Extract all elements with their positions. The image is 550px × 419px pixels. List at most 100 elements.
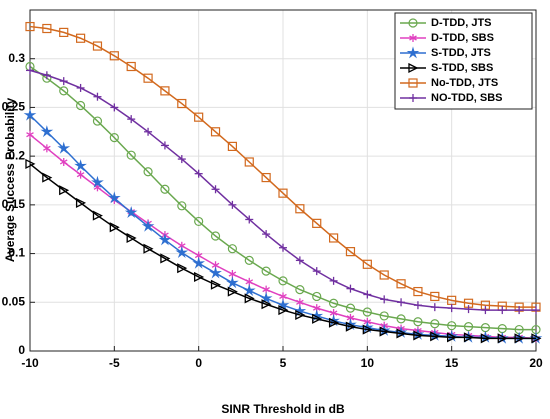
marker [59, 27, 69, 38]
marker [25, 21, 35, 32]
marker [227, 286, 238, 297]
marker [413, 286, 423, 297]
marker [362, 307, 372, 317]
marker [57, 141, 71, 154]
x-axis-label: SINR Threshold in dB [221, 402, 345, 416]
marker [177, 98, 187, 109]
marker [409, 94, 417, 102]
marker [480, 333, 491, 344]
legend-label: No-TDD, JTS [431, 77, 498, 89]
marker [42, 71, 51, 80]
marker [363, 290, 372, 299]
marker-stroke [279, 293, 287, 300]
marker [413, 317, 423, 327]
x-tick-label: -5 [109, 356, 120, 370]
marker [447, 332, 458, 343]
marker-stroke [312, 305, 321, 311]
y-tick-label: 0.2 [8, 148, 25, 162]
marker [23, 108, 37, 121]
y-tick-label: 0.1 [8, 246, 25, 260]
legend-label: S-TDD, SBS [431, 62, 493, 74]
marker [143, 167, 153, 177]
marker [244, 255, 254, 265]
marker [76, 83, 85, 92]
marker [295, 309, 306, 321]
marker [42, 172, 53, 183]
marker [194, 112, 204, 122]
marker [379, 311, 389, 321]
marker [379, 326, 390, 337]
marker-stroke [43, 145, 51, 151]
marker [261, 172, 271, 183]
marker-stroke [194, 252, 203, 259]
marker [40, 125, 54, 138]
marker [175, 245, 189, 258]
marker [531, 333, 542, 344]
marker [406, 46, 420, 59]
marker [59, 185, 70, 196]
marker [42, 23, 52, 34]
marker [194, 216, 204, 227]
marker [160, 184, 170, 194]
marker [408, 78, 418, 88]
marker [59, 86, 69, 96]
marker [59, 157, 68, 166]
marker [75, 197, 87, 208]
marker [26, 130, 34, 139]
marker [430, 319, 440, 329]
marker [126, 61, 136, 72]
series-line [29, 65, 536, 331]
marker-stroke [262, 287, 270, 293]
marker [396, 328, 407, 339]
marker [177, 263, 188, 274]
y-tick-label: 0.05 [2, 294, 26, 308]
marker-stroke [245, 279, 254, 285]
marker [463, 322, 474, 332]
marker [514, 333, 525, 344]
marker [408, 18, 418, 28]
marker [329, 233, 339, 243]
y-tick-label: 0.3 [8, 51, 25, 65]
y-tick-label: 0.25 [2, 100, 26, 114]
marker [379, 270, 389, 280]
marker-stroke [346, 315, 355, 321]
marker-stroke [59, 159, 68, 165]
y-axis-label: Average Success Probability [3, 98, 17, 263]
marker [109, 133, 119, 143]
marker [295, 256, 304, 265]
marker [242, 283, 256, 296]
marker [127, 115, 136, 124]
marker [92, 41, 103, 51]
marker [126, 150, 136, 160]
marker [312, 291, 322, 302]
legend-label: S-TDD, JTS [431, 47, 491, 59]
marker [276, 298, 290, 311]
marker [143, 243, 154, 254]
marker [160, 86, 170, 96]
marker [413, 330, 424, 341]
marker [408, 62, 419, 74]
marker [160, 253, 171, 264]
legend-label: D-TDD, SBS [431, 32, 494, 44]
marker [227, 141, 237, 151]
legend-label: NO-TDD, SBS [431, 92, 503, 104]
marker [362, 259, 372, 269]
marker-stroke [211, 262, 220, 268]
marker [244, 157, 254, 167]
marker [109, 222, 120, 233]
marker-stroke [296, 299, 304, 305]
marker [25, 158, 36, 169]
marker-stroke [228, 271, 237, 277]
marker [362, 324, 373, 335]
marker [245, 215, 254, 224]
marker [144, 127, 153, 136]
marker [110, 103, 119, 112]
marker-stroke [409, 35, 417, 41]
x-tick-label: 15 [445, 356, 459, 370]
legend-box [394, 12, 533, 110]
marker [211, 185, 220, 194]
marker [210, 231, 221, 241]
marker [413, 301, 422, 310]
marker [124, 205, 138, 219]
marker [43, 144, 51, 153]
